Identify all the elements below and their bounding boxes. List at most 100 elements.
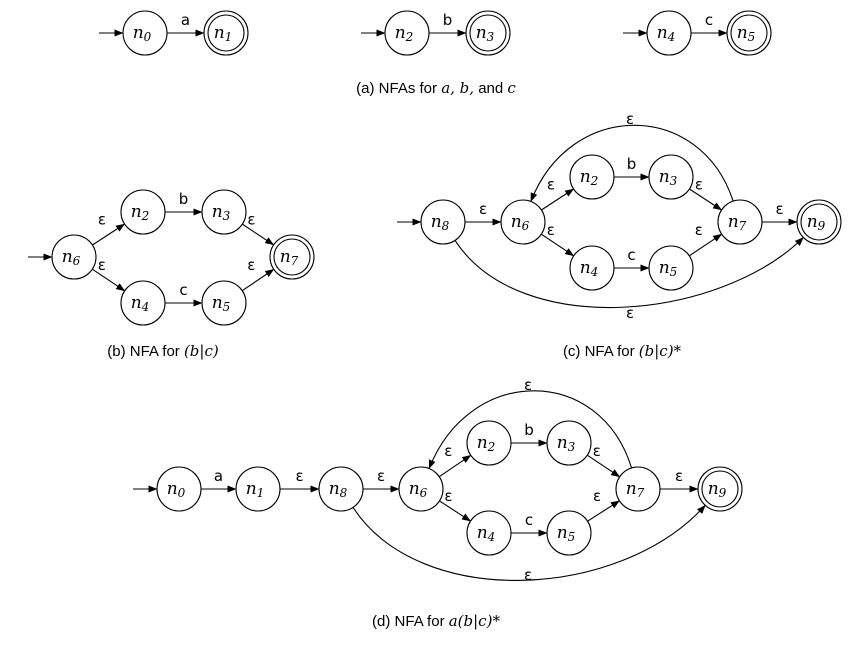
edge-label: c: [179, 281, 187, 299]
state-circle: [546, 420, 592, 466]
edge-label: ε: [547, 221, 555, 239]
edge-label: ε: [479, 200, 487, 218]
edge-d6-d2: [438, 454, 472, 478]
accept-ring: [273, 238, 311, 276]
state-label: n5: [737, 23, 756, 44]
state-node: n7: [615, 466, 661, 512]
state-node: n3: [648, 154, 694, 200]
state-label: n1: [246, 479, 265, 500]
state-label: n3: [557, 433, 576, 454]
state-label: n3: [212, 202, 231, 223]
edge-b6-b2: [92, 223, 125, 246]
edge-label: ε: [626, 304, 634, 322]
edge-label: c: [525, 511, 533, 529]
edge-c7-c6: [530, 124, 734, 202]
state-circle: [546, 510, 592, 556]
state-label: n6: [409, 479, 428, 500]
state-label: n1: [214, 23, 233, 44]
edge-c5-c7: [689, 233, 723, 257]
state-label: n8: [431, 212, 450, 233]
state-circle: [500, 199, 546, 245]
state-node: n0: [156, 466, 202, 512]
edge-label: ε: [444, 487, 452, 505]
edge-label: ε: [524, 566, 532, 584]
state-circle: [235, 466, 281, 512]
state-label: n7: [728, 212, 747, 233]
state-circle: [569, 154, 615, 200]
edge-c8-c9: [454, 237, 804, 309]
state-circle: [156, 466, 202, 512]
state-node: n3: [546, 420, 592, 466]
state-node: n8: [420, 199, 466, 245]
edge-d8-d9: [352, 504, 706, 581]
state-label: n2: [395, 23, 414, 44]
state-label: n3: [476, 23, 495, 44]
state-node: n5: [648, 245, 694, 291]
edge-label: ε: [247, 256, 255, 274]
state-circle: [120, 280, 166, 326]
edge-label: ε: [593, 442, 601, 460]
edge-label: ε: [377, 467, 385, 485]
state-label: n5: [212, 293, 231, 314]
state-node: n1: [203, 10, 249, 56]
accept-ring: [701, 470, 739, 508]
state-circle: [318, 466, 364, 512]
state-circle: [466, 510, 512, 556]
state-circle: [648, 154, 694, 200]
state-label: n6: [62, 247, 81, 268]
state-node: n5: [546, 510, 592, 556]
state-node: n0: [122, 10, 168, 56]
state-node: n4: [120, 280, 166, 326]
state-label: n4: [477, 523, 496, 544]
edge-label: c: [627, 246, 635, 264]
state-circle: [120, 189, 166, 235]
edge-d5-d7: [587, 500, 620, 522]
edge-label: ε: [444, 442, 452, 460]
state-circle: [51, 234, 97, 280]
edge-b5-b7: [241, 268, 275, 292]
edge-b3-b7: [242, 223, 275, 246]
state-circle: [466, 420, 512, 466]
state-node: n6: [51, 234, 97, 280]
state-circle: [615, 466, 661, 512]
edge-c3-c7: [689, 188, 722, 211]
state-label: n0: [167, 479, 186, 500]
state-label: n8: [329, 479, 348, 500]
edge-label: b: [627, 155, 637, 173]
edge-label: b: [179, 190, 189, 208]
state-node: n2: [569, 154, 615, 200]
edge-c6-c2: [541, 188, 574, 211]
state-label: n4: [657, 23, 676, 44]
state-node: n2: [120, 189, 166, 235]
edge-label: a: [181, 11, 190, 29]
state-label: n4: [580, 258, 599, 279]
state-node: n8: [318, 466, 364, 512]
caption-d: (d) NFA for a(b|c)*: [372, 612, 500, 630]
state-node: n2: [466, 420, 512, 466]
edge-label: ε: [675, 467, 683, 485]
edge-label: ε: [695, 175, 703, 193]
edge-label: b: [443, 11, 453, 29]
edge-label: ε: [547, 175, 555, 193]
state-node: n5: [726, 10, 772, 56]
state-circle: [201, 189, 247, 235]
state-node: n6: [398, 466, 444, 512]
state-circle: [646, 10, 692, 56]
edge-label: ε: [524, 376, 532, 394]
edge-d6-d4: [439, 500, 471, 522]
state-label: n0: [133, 23, 152, 44]
state-label: n5: [659, 258, 678, 279]
edge-label: c: [705, 11, 713, 29]
state-label: n2: [580, 167, 599, 188]
edge-label: ε: [593, 487, 601, 505]
state-node: n5: [201, 280, 247, 326]
state-label: n9: [807, 212, 826, 233]
state-node: n4: [646, 10, 692, 56]
edge-c6-c4: [541, 233, 575, 257]
state-label: n6: [511, 212, 530, 233]
state-circle: [201, 280, 247, 326]
state-label: n5: [557, 523, 576, 544]
state-circle: [569, 245, 615, 291]
edge-label: ε: [626, 110, 634, 128]
